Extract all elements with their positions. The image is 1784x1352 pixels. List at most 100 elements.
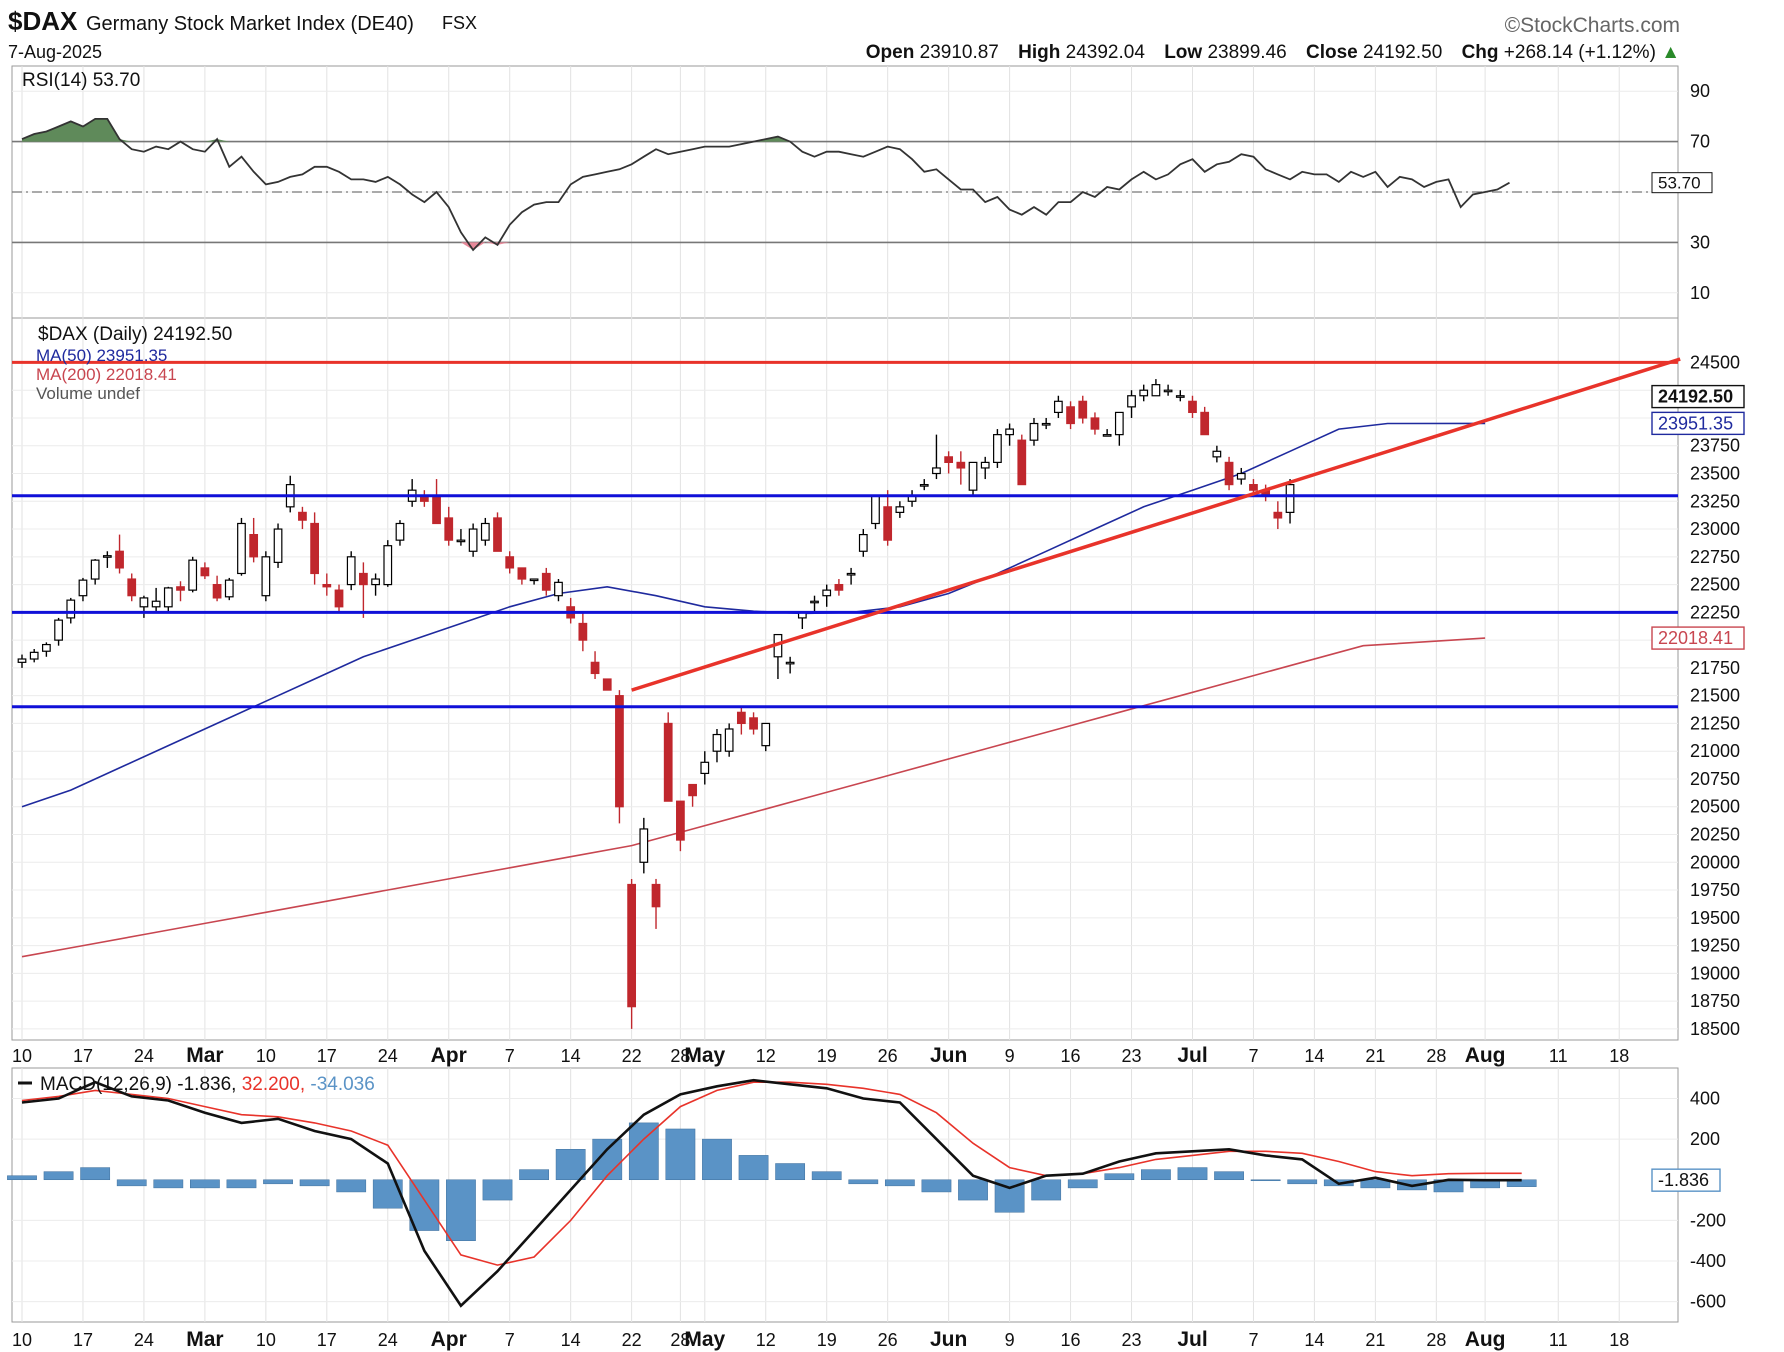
price-tick-label: 21000: [1690, 741, 1740, 761]
candle-body: [371, 578, 380, 586]
candle-body: [273, 528, 283, 563]
candle-body: [249, 533, 259, 558]
x-tick-label: 22: [622, 1330, 642, 1350]
macd-histogram-bar: [702, 1138, 732, 1181]
x-tick-label: 14: [561, 1330, 581, 1350]
macd-badge-label: -1.836: [1658, 1170, 1709, 1190]
price-badge: [1651, 384, 1745, 409]
candle-body: [700, 761, 710, 775]
macd-histogram-bar: [775, 1163, 806, 1181]
macd-histogram-bar: [1287, 1179, 1318, 1185]
candle-body: [29, 651, 39, 660]
ma200-line: [21, 637, 1486, 958]
candle-body: [359, 572, 368, 586]
candle-body: [834, 583, 844, 591]
candle-body: [1212, 450, 1222, 458]
candle-body: [237, 522, 246, 575]
price-tick-label: 21500: [1690, 686, 1740, 706]
macd-histogram-bar: [665, 1128, 696, 1181]
candle-body: [554, 581, 563, 597]
candle-body: [676, 800, 685, 841]
ma50-legend: MA(50) 23951.35: [36, 346, 167, 365]
macd-histogram-bar: [263, 1179, 293, 1185]
macd-histogram-bar: [1104, 1173, 1135, 1181]
macd-histogram-bar: [1031, 1179, 1062, 1201]
candle-body: [163, 587, 173, 608]
x-tick-label: 26: [878, 1330, 898, 1350]
price-panel-frame: [11, 317, 1679, 1041]
x-tick-label: 9: [1005, 1330, 1015, 1350]
candle-body: [932, 467, 941, 475]
candle-body: [212, 583, 222, 599]
price-tick-label: 22250: [1690, 602, 1740, 622]
ma200-legend: MA(200) 22018.41: [36, 365, 177, 384]
candle-body: [42, 643, 51, 652]
rsi-tick-label: 10: [1690, 283, 1710, 303]
x-tick-label: 7: [505, 1330, 515, 1350]
candle-body: [1139, 389, 1149, 397]
x-tick-label: 28: [1426, 1330, 1446, 1350]
candle-body: [334, 589, 344, 608]
x-tick-label: 28: [1426, 1046, 1446, 1066]
stockcharts-logo[interactable]: ©StockCharts.com: [1504, 14, 1680, 37]
macd-histogram-bar: [1214, 1171, 1244, 1181]
candle-body: [1200, 411, 1210, 436]
x-tick-label: 14: [561, 1046, 581, 1066]
x-tick-label: Apr: [431, 1328, 467, 1351]
x-tick-label: 11: [1549, 1330, 1568, 1350]
macd-histogram-legend: -34.036: [310, 1074, 374, 1095]
candle-body: [468, 528, 478, 552]
candle-body: [993, 434, 1002, 463]
candle-body: [1090, 417, 1100, 430]
x-tick-label: May: [684, 1044, 725, 1067]
x-tick-label: 24: [378, 1046, 398, 1066]
candle-body: [298, 511, 307, 521]
price-legend: $DAX (Daily) 24192.50: [38, 324, 232, 345]
candle-body: [919, 484, 929, 487]
x-tick-label: 17: [73, 1330, 93, 1350]
candle-body: [493, 517, 502, 552]
candle-body: [176, 586, 185, 591]
x-tick-label: 14: [1304, 1330, 1324, 1350]
candle-body: [1053, 400, 1063, 414]
candle-body: [188, 559, 198, 591]
rsi-tick-label: 90: [1690, 81, 1710, 101]
x-tick-label: Jul: [1177, 1044, 1207, 1067]
x-tick-label: 11: [1549, 1046, 1568, 1066]
candle-body: [1151, 384, 1161, 397]
candle-body: [761, 722, 771, 747]
macd-histogram-bar: [848, 1179, 879, 1185]
candle-body: [651, 883, 661, 908]
macd-histogram-bar: [190, 1179, 220, 1189]
macd-tick-label: -400: [1690, 1251, 1726, 1271]
rsi-tick-label: 30: [1690, 232, 1710, 252]
price-tick-label: 23750: [1690, 436, 1740, 456]
candle-body: [749, 717, 758, 730]
candle-body: [1066, 406, 1075, 425]
candle-body: [1078, 400, 1088, 419]
rsi-value-badge: [1651, 172, 1713, 194]
close-label: Close: [1306, 42, 1358, 63]
symbol: $DAX: [8, 6, 78, 36]
candle-body: [602, 678, 612, 691]
price-tick-label: 18750: [1690, 991, 1740, 1011]
candle-body: [871, 495, 880, 525]
volume-legend: Volume undef: [36, 384, 140, 403]
x-tick-label: 22: [622, 1046, 642, 1066]
x-tick-label: Jul: [1177, 1328, 1207, 1351]
macd-histogram-bar: [1360, 1179, 1391, 1189]
candle-body: [1175, 395, 1185, 398]
macd-histogram-bar: [884, 1179, 915, 1187]
candle-body: [1102, 434, 1112, 437]
macd-histogram-bar: [519, 1169, 549, 1181]
candle-body: [724, 728, 734, 752]
x-tick-label: 16: [1061, 1046, 1081, 1066]
candle-body: [785, 661, 795, 665]
candle-body: [346, 556, 356, 586]
candle-body: [115, 550, 124, 569]
price-badge-label: 22018.41: [1658, 628, 1733, 648]
macd-histogram-bar: [226, 1179, 257, 1189]
x-tick-label: 12: [756, 1330, 776, 1350]
price-tick-label: 20500: [1690, 797, 1740, 817]
